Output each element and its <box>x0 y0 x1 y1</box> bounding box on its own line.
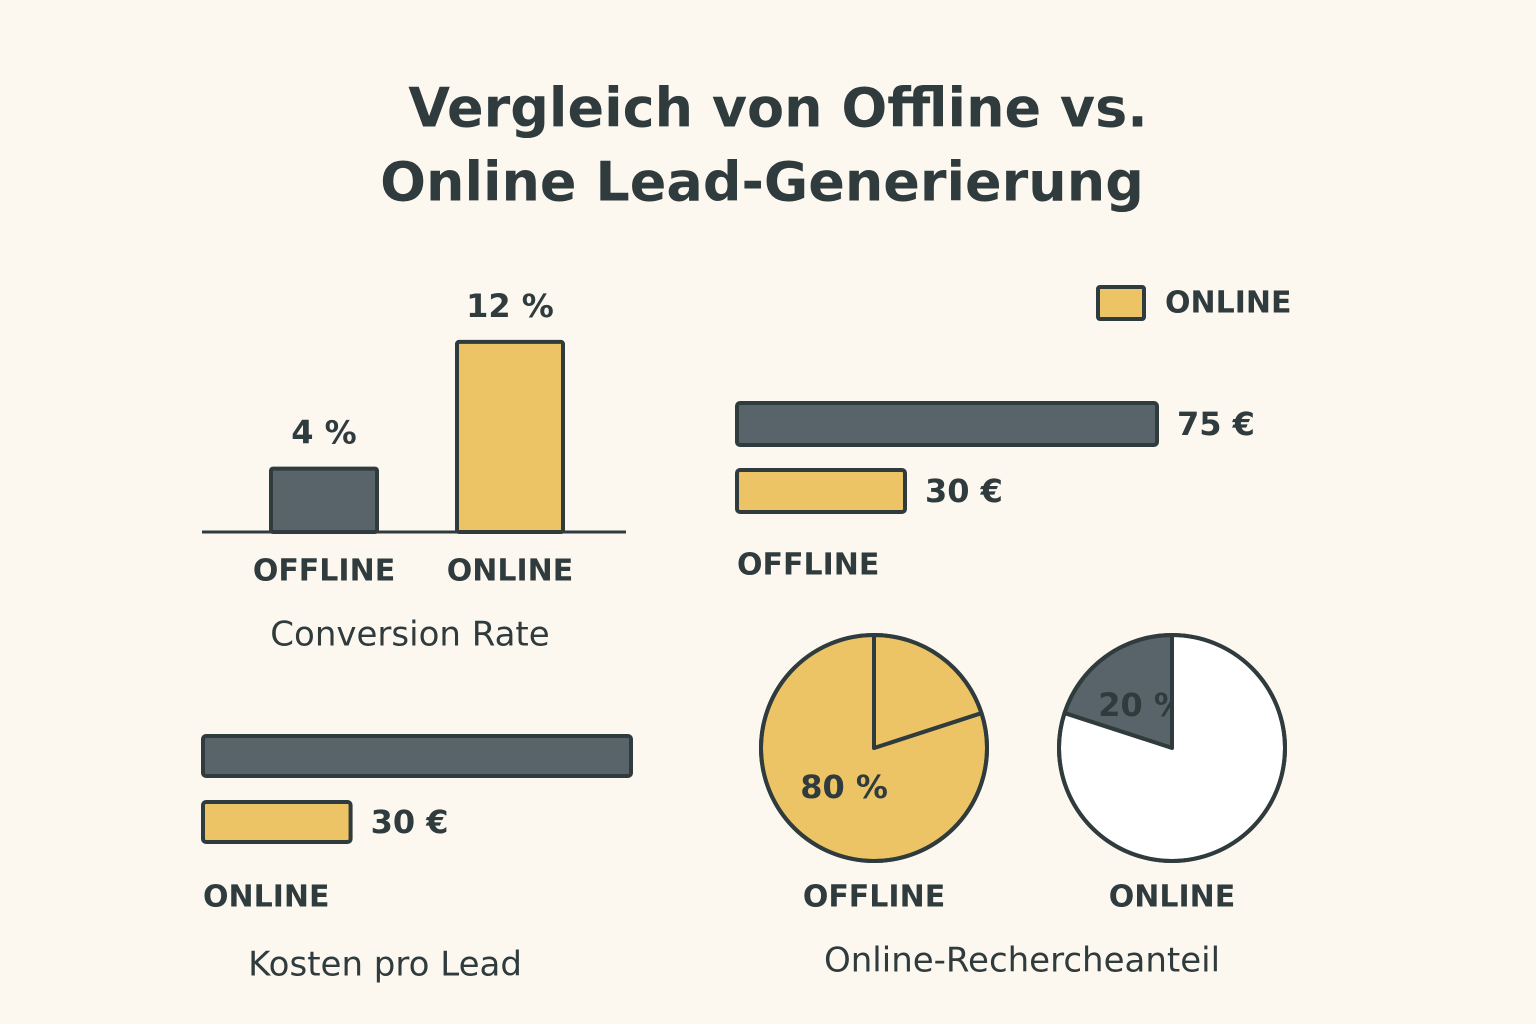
chart-title: Kosten pro Lead <box>248 945 522 985</box>
value-label: 80 % <box>800 768 888 806</box>
bar <box>455 339 565 535</box>
group-label: ONLINE <box>203 880 330 915</box>
legend-label: ONLINE <box>1165 286 1292 321</box>
group-label: OFFLINE <box>737 548 879 583</box>
title-line: Vergleich von Offline vs. <box>408 77 1148 140</box>
chart-title: Conversion Rate <box>270 615 549 655</box>
chart-title: Online-Rechercheanteil <box>824 941 1220 981</box>
value-label: 12 % <box>466 287 554 325</box>
value-label: 30 € <box>371 803 449 841</box>
title-line: Online Lead-Generierung <box>380 151 1144 214</box>
legend-swatch <box>1096 285 1146 321</box>
value-label: 75 € <box>1177 405 1255 443</box>
pie-outline <box>759 633 989 863</box>
bar <box>735 401 1159 447</box>
value-label: 4 % <box>291 414 356 452</box>
x-tick-label: OFFLINE <box>253 554 395 589</box>
x-tick-label: ONLINE <box>447 554 574 589</box>
pie-label: OFFLINE <box>803 880 945 915</box>
bar <box>201 734 633 778</box>
pie-label: ONLINE <box>1109 880 1236 915</box>
bar <box>269 466 379 535</box>
bar <box>735 468 907 514</box>
value-label: 30 € <box>925 472 1003 510</box>
bar <box>201 800 353 844</box>
pie-outline <box>1057 633 1287 863</box>
